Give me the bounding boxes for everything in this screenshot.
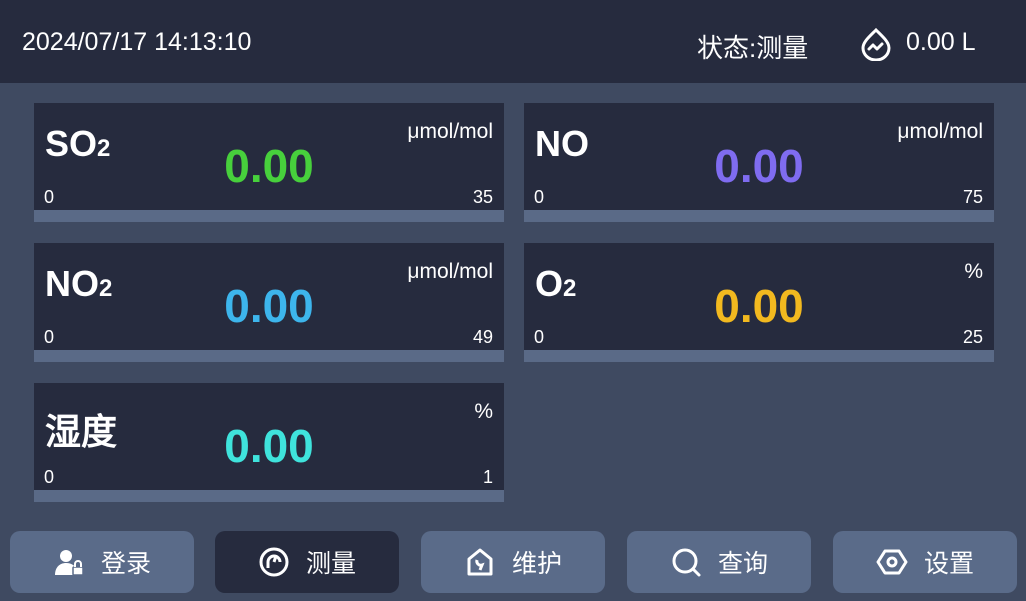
gas-name: NO2 bbox=[45, 263, 113, 304]
card-panel bbox=[34, 383, 504, 490]
gas-card: NO μmol/mol 0.00 0 75 bbox=[524, 103, 994, 222]
wrench-house-icon bbox=[467, 548, 493, 576]
range-min: 0 bbox=[534, 187, 545, 207]
range-min: 0 bbox=[44, 187, 55, 207]
gas-value: 0.00 bbox=[714, 140, 804, 192]
range-min: 0 bbox=[44, 467, 55, 487]
nav-button-3[interactable]: 查询 bbox=[627, 531, 811, 593]
nav-label: 设置 bbox=[923, 550, 974, 578]
range-max: 25 bbox=[962, 327, 983, 347]
water-drop-wave-icon bbox=[861, 27, 891, 61]
range-max: 35 bbox=[472, 187, 493, 207]
range-bar bbox=[34, 350, 504, 362]
gas-subscript: 2 bbox=[97, 135, 111, 162]
card-panel bbox=[34, 243, 504, 350]
gas-value: 0.00 bbox=[224, 280, 314, 332]
nav-label: 登录 bbox=[100, 550, 151, 578]
header: 2024/07/17 14:13:10 状态:测量 0.00 L bbox=[0, 0, 1026, 83]
unit-label: μmol/mol bbox=[897, 120, 983, 143]
gas-value: 0.00 bbox=[714, 280, 804, 332]
gas-value: 0.00 bbox=[224, 420, 314, 472]
range-max: 1 bbox=[482, 467, 493, 487]
datetime: 2024/07/17 14:13:10 bbox=[22, 28, 252, 56]
card-panel bbox=[524, 103, 994, 210]
gas-name: NO bbox=[535, 123, 589, 164]
gas-name: 湿度 bbox=[45, 411, 118, 452]
gas-name: O2 bbox=[535, 263, 577, 304]
nav-button-2[interactable]: 维护 bbox=[421, 531, 605, 593]
gas-card: SO2 μmol/mol 0.00 0 35 bbox=[34, 103, 504, 222]
gas-subscript: 2 bbox=[563, 275, 577, 302]
settings-icon bbox=[876, 549, 908, 575]
gas-card: 湿度 % 0.00 0 1 bbox=[34, 383, 504, 502]
nav-button-1[interactable]: 测量 bbox=[215, 531, 399, 593]
range-min: 0 bbox=[534, 327, 545, 347]
unit-label: μmol/mol bbox=[407, 260, 493, 283]
search-icon bbox=[672, 548, 701, 577]
gas-value: 0.00 bbox=[224, 140, 314, 192]
range-max: 75 bbox=[962, 187, 983, 207]
status-text: 状态:测量 bbox=[697, 33, 809, 63]
unit-label: % bbox=[474, 400, 493, 423]
volume-readout: 0.00 L bbox=[906, 28, 976, 56]
gas-subscript: 2 bbox=[99, 275, 113, 302]
range-min: 0 bbox=[44, 327, 55, 347]
nav-label: 查询 bbox=[717, 550, 768, 578]
range-bar bbox=[524, 350, 994, 362]
user-lock-icon bbox=[54, 550, 84, 576]
nav-button-4[interactable]: 设置 bbox=[833, 531, 1017, 593]
card-panel bbox=[524, 243, 994, 350]
range-bar bbox=[34, 210, 504, 222]
range-max: 49 bbox=[472, 327, 493, 347]
gauge-icon bbox=[259, 547, 289, 577]
range-bar bbox=[34, 490, 504, 502]
gas-card: NO2 μmol/mol 0.00 0 49 bbox=[34, 243, 504, 362]
gas-name: SO2 bbox=[45, 123, 111, 164]
gas-card: O2 % 0.00 0 25 bbox=[524, 243, 994, 362]
unit-label: μmol/mol bbox=[407, 120, 493, 143]
range-bar bbox=[524, 210, 994, 222]
unit-label: % bbox=[964, 260, 983, 283]
nav-button-0[interactable]: 登录 bbox=[10, 531, 194, 593]
card-panel bbox=[34, 103, 504, 210]
nav-label: 维护 bbox=[511, 550, 562, 578]
nav-label: 测量 bbox=[305, 550, 356, 578]
